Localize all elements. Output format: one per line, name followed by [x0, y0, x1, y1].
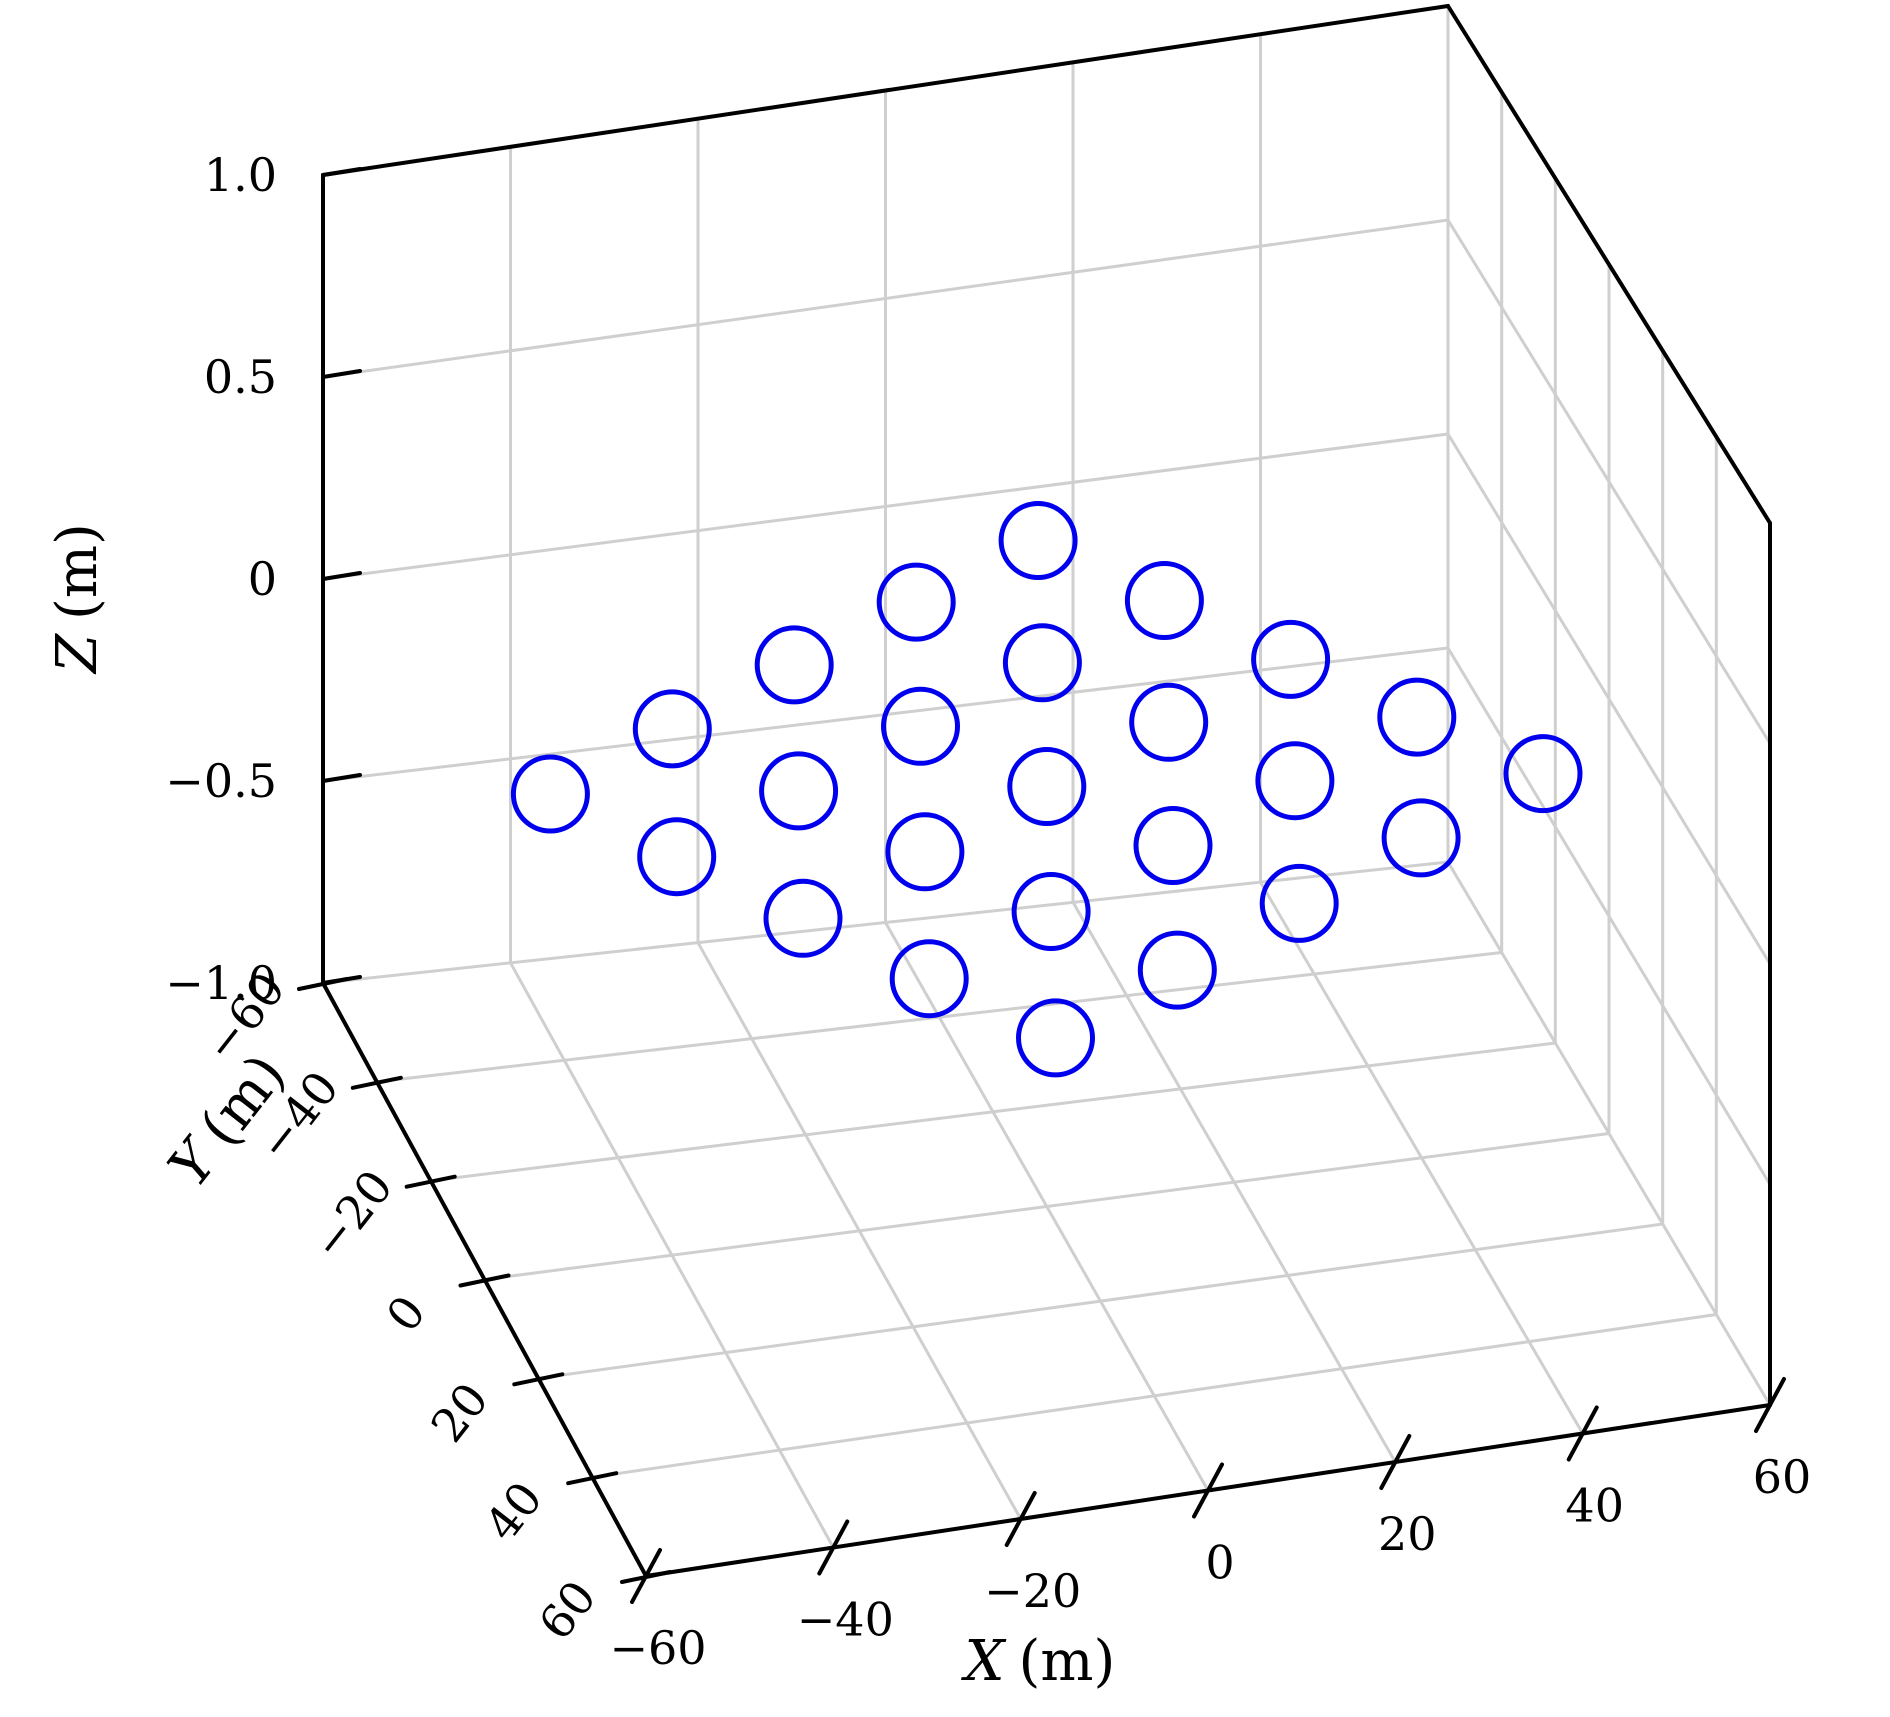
y-tick [404, 1174, 457, 1189]
data-point [1124, 561, 1204, 640]
x-tick-label: 40 [1565, 1479, 1624, 1533]
data-point [876, 562, 956, 642]
x-tick [1566, 1405, 1599, 1462]
data-point [998, 501, 1078, 580]
data-point [1011, 872, 1091, 951]
data-point [1259, 863, 1339, 943]
x-axis-title: X (m) [961, 1629, 1116, 1694]
gridline-rightwall-z [1446, 218, 1772, 745]
y-tick [350, 1075, 403, 1090]
data-point [754, 625, 834, 705]
x-tick [1004, 1491, 1037, 1547]
gridline-backwall-z [321, 218, 1450, 379]
x-tick-label: 60 [1753, 1450, 1812, 1504]
data-point [1251, 619, 1331, 699]
data-point [1137, 930, 1217, 1010]
x-tick-label: 0 [1205, 1536, 1234, 1590]
z-tick [321, 975, 362, 985]
x-tick [1754, 1377, 1786, 1433]
data-point [1381, 798, 1461, 878]
data-point [632, 689, 712, 769]
data-point [763, 878, 843, 958]
y-tick-label: 60 [528, 1570, 607, 1649]
data-point [1007, 747, 1087, 826]
data-point [889, 939, 969, 1019]
gridline-floor-y [483, 1132, 1611, 1281]
top-back-edge [321, 4, 1450, 177]
gridline-floor-back-edge [321, 860, 1450, 985]
axes-box-layer [321, 4, 1772, 1578]
data-point-layer [510, 501, 1583, 1078]
data-point [1503, 734, 1583, 814]
data-point [637, 817, 717, 897]
z-tick [321, 571, 362, 581]
data-point [1255, 741, 1335, 821]
gridline-rightwall-z [1446, 432, 1772, 966]
y-tick [566, 1471, 619, 1486]
data-point [1016, 998, 1095, 1078]
y-tick [512, 1372, 565, 1387]
tick-layer [297, 167, 1786, 1604]
gridline-rightwall-z [1446, 646, 1772, 1186]
z-tick-label: −0.5 [165, 754, 277, 808]
y-tick-label: 20 [420, 1373, 499, 1452]
x-tick [817, 1519, 850, 1576]
y-tick-label: −20 [301, 1160, 403, 1270]
y-tick-label: 0 [376, 1285, 437, 1341]
data-point [881, 686, 960, 766]
x-tick-label: −40 [797, 1593, 894, 1647]
grid-layer [321, 4, 1772, 1549]
x-tick-label: 20 [1378, 1507, 1437, 1561]
z-axis-title: Z(m) [45, 523, 110, 675]
y-tick [458, 1273, 511, 1288]
z-tick [321, 369, 362, 379]
top-right-edge [1446, 4, 1772, 525]
gridline-floor-y [536, 1222, 1665, 1380]
y-tick-label: 40 [474, 1472, 553, 1551]
gridline-floor-y [375, 951, 1504, 1084]
data-point [885, 812, 965, 892]
y-tick [620, 1570, 672, 1584]
z-tick [321, 773, 362, 783]
gridline-floor-y [429, 1041, 1557, 1183]
x-tick [1379, 1434, 1412, 1490]
data-point [1133, 806, 1213, 885]
gridline-floor-y [590, 1313, 1718, 1479]
data-point [1377, 677, 1457, 757]
x-tick-label: −20 [984, 1564, 1081, 1618]
z-tick-label: 0 [248, 552, 277, 606]
gridline-backwall-z [321, 432, 1450, 581]
data-point [1002, 623, 1082, 703]
z-tick-label: −1.0 [165, 956, 277, 1010]
x-tick-label: −60 [609, 1621, 706, 1675]
z-tick-label: 1.0 [204, 148, 277, 202]
data-point [1129, 682, 1209, 762]
z-tick [321, 167, 362, 177]
data-point [759, 751, 839, 831]
gridline-floor-right-edge [1446, 860, 1772, 1407]
x-tick [1192, 1462, 1224, 1519]
data-point [510, 754, 590, 834]
z-tick-label: 0.5 [204, 350, 277, 404]
